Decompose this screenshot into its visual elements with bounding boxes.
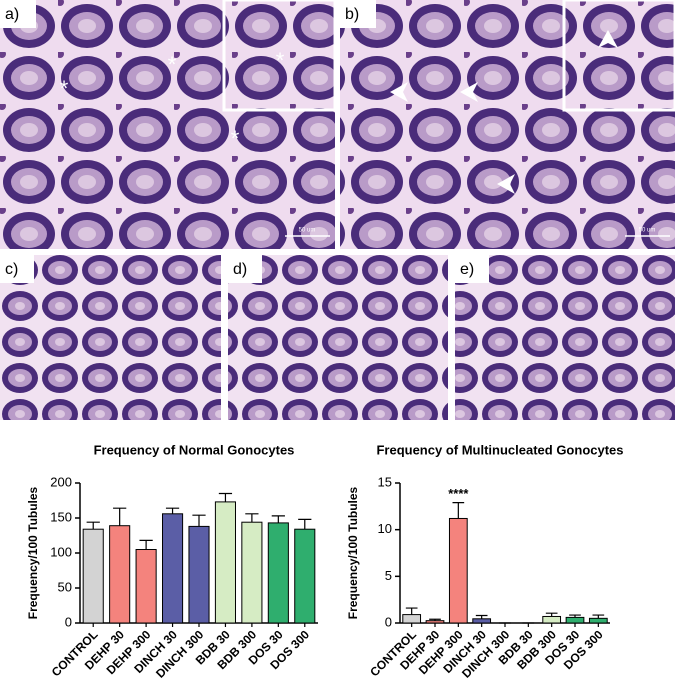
error-bar bbox=[545, 612, 558, 617]
bar bbox=[135, 549, 157, 624]
error-bar bbox=[569, 614, 581, 618]
chart-title: Frequency of Normal Gonocytes bbox=[94, 442, 295, 457]
panel-label: a) bbox=[5, 6, 19, 23]
error-bar bbox=[452, 502, 465, 519]
bar bbox=[267, 522, 289, 624]
arrowheads bbox=[390, 30, 618, 194]
bar bbox=[162, 513, 184, 624]
bar bbox=[448, 517, 468, 624]
error-bar bbox=[592, 614, 605, 619]
error-bar bbox=[113, 507, 127, 526]
y-tick-label: 10 bbox=[378, 521, 392, 536]
svg-text:*: * bbox=[276, 48, 285, 73]
svg-text:*: * bbox=[60, 76, 69, 101]
svg-text:*: * bbox=[168, 52, 177, 77]
svg-text:*: * bbox=[231, 126, 240, 151]
panel-label: d) bbox=[233, 261, 247, 278]
micrographs: * * * * 50 um 50 um a) b) c) d) e) bbox=[0, 0, 675, 420]
error-bar bbox=[405, 607, 418, 615]
bar bbox=[402, 614, 422, 624]
bar bbox=[472, 618, 492, 624]
inset-b bbox=[562, 0, 675, 112]
y-tick-label: 5 bbox=[385, 568, 392, 583]
inset-a bbox=[222, 0, 337, 112]
bar bbox=[565, 616, 585, 624]
y-tick-label: 200 bbox=[50, 474, 72, 489]
bar bbox=[109, 525, 131, 624]
error-bar bbox=[192, 514, 206, 527]
y-tick-label: 15 bbox=[378, 474, 392, 489]
y-axis-label: Frequency/100 Tubules bbox=[26, 486, 40, 619]
asterisks: * * * * bbox=[60, 48, 285, 151]
y-axis-label: Frequency/100 Tubules bbox=[346, 486, 360, 619]
error-bar bbox=[298, 518, 312, 530]
micrograph-d bbox=[228, 255, 448, 420]
bar bbox=[241, 521, 263, 624]
chart-title: Frequency of Multinucleated Gonocytes bbox=[376, 442, 623, 457]
bar bbox=[425, 620, 445, 624]
panel-label: e) bbox=[460, 261, 474, 278]
scale-label: 50 um bbox=[639, 228, 656, 234]
bar bbox=[294, 528, 316, 624]
bar bbox=[588, 617, 608, 624]
bar bbox=[542, 615, 562, 624]
panel-label: c) bbox=[5, 261, 18, 278]
error-bar bbox=[245, 513, 259, 523]
panel-label: b) bbox=[345, 6, 359, 23]
error-bar bbox=[429, 618, 441, 621]
panel-labels: a) b) c) d) e) bbox=[0, 0, 489, 283]
micrograph-e bbox=[455, 255, 675, 420]
scale-label: 50 um bbox=[299, 228, 316, 234]
error-bar bbox=[218, 492, 233, 502]
bar bbox=[82, 528, 104, 624]
y-tick-label: 50 bbox=[58, 579, 72, 594]
y-tick-label: 0 bbox=[65, 614, 72, 629]
y-tick-label: 0 bbox=[385, 614, 392, 629]
error-bar bbox=[139, 539, 153, 550]
error-bar bbox=[165, 507, 180, 514]
bar bbox=[188, 525, 210, 624]
error-bar bbox=[271, 515, 285, 523]
error-bar bbox=[475, 614, 488, 619]
bar bbox=[214, 501, 236, 624]
micrograph-c bbox=[0, 255, 221, 420]
y-tick-label: 150 bbox=[50, 509, 72, 524]
annotation: **** bbox=[448, 486, 469, 501]
error-bar bbox=[86, 521, 100, 530]
y-tick-label: 100 bbox=[50, 544, 72, 559]
